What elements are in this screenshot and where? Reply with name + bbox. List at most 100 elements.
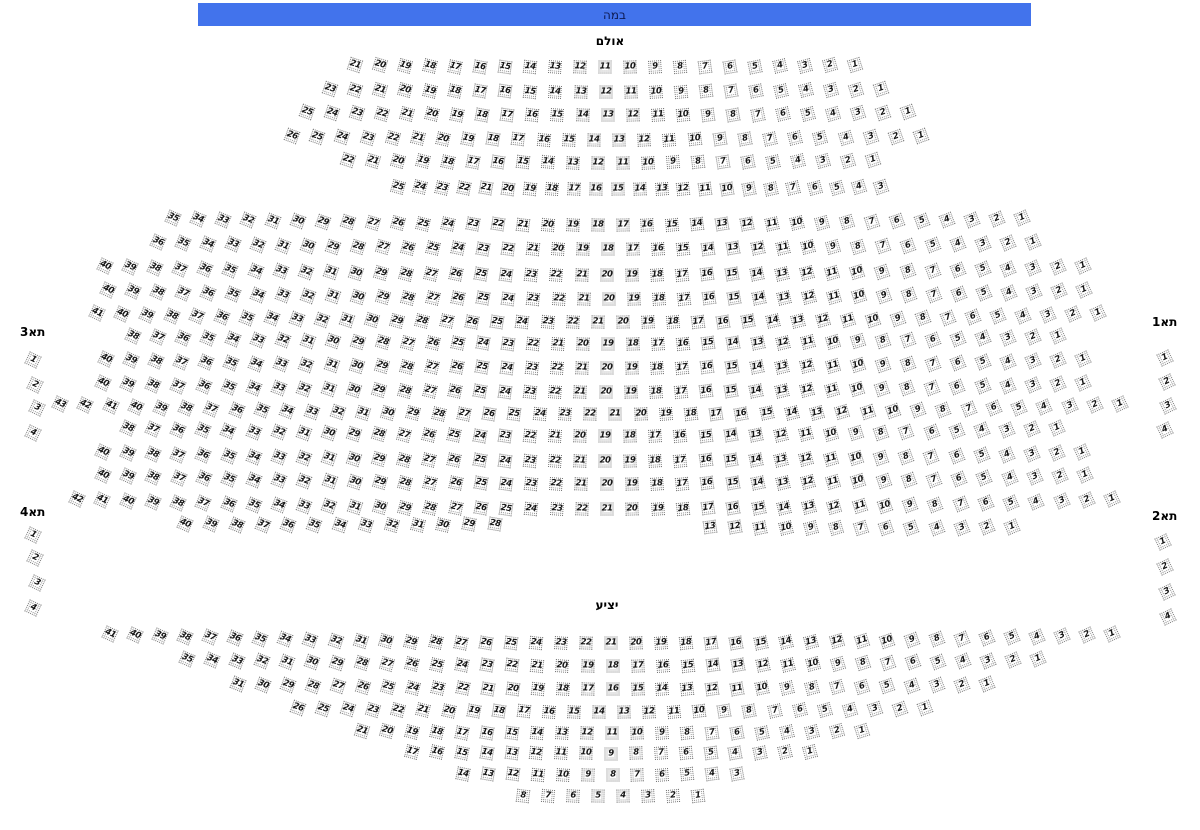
hall-seat[interactable]: 2 (999, 234, 1017, 252)
hall-seat[interactable]: 38 (144, 445, 162, 463)
balcony-seat[interactable]: 11 (667, 704, 682, 719)
balcony-seat[interactable]: 13 (803, 633, 820, 650)
hall-seat[interactable]: 16 (588, 182, 603, 196)
hall-seat[interactable]: 33 (270, 471, 288, 489)
hall-seat[interactable]: 2 (1049, 375, 1067, 393)
balcony-seat[interactable]: 30 (254, 676, 272, 694)
hall-seat[interactable]: 5 (975, 469, 993, 487)
hall-seat[interactable]: 36 (228, 401, 246, 419)
hall-seat[interactable]: 24 (498, 476, 514, 492)
balcony-seat[interactable]: 5 (591, 789, 605, 803)
hall-seat[interactable]: 38 (144, 468, 162, 486)
hall-seat[interactable]: 13 (612, 133, 626, 147)
balcony-seat[interactable]: 27 (379, 655, 396, 672)
hall-seat[interactable]: 7 (785, 180, 802, 197)
hall-seat[interactable]: 29 (345, 425, 363, 443)
hall-seat[interactable]: 4 (973, 421, 991, 439)
box-4-seat[interactable]: 3 (28, 574, 46, 592)
hall-seat[interactable]: 6 (950, 285, 968, 303)
hall-seat[interactable]: 18 (649, 476, 664, 491)
hall-seat[interactable]: 3 (1024, 352, 1042, 370)
balcony-seat[interactable]: 9 (580, 767, 595, 782)
balcony-seat[interactable]: 5 (679, 767, 695, 782)
hall-seat[interactable]: 8 (839, 214, 856, 231)
hall-seat[interactable]: 28 (397, 265, 414, 282)
hall-seat[interactable]: 11 (825, 473, 842, 490)
hall-seat[interactable]: 14 (748, 383, 764, 399)
hall-seat[interactable]: 30 (380, 404, 397, 421)
hall-seat[interactable]: 13 (600, 108, 615, 122)
hall-seat[interactable]: 40 (94, 374, 112, 392)
hall-seat[interactable]: 3 (1024, 259, 1042, 277)
hall-seat[interactable]: 15 (726, 290, 742, 306)
hall-seat[interactable]: 39 (121, 258, 139, 276)
hall-seat[interactable]: 11 (823, 381, 840, 398)
hall-seat[interactable]: 8 (900, 471, 918, 489)
hall-seat[interactable]: 7 (723, 83, 739, 99)
balcony-seat[interactable]: 17 (516, 704, 531, 719)
hall-seat[interactable]: 36 (169, 421, 187, 439)
balcony-seat[interactable]: 11 (554, 746, 569, 761)
hall-seat[interactable]: 4 (850, 179, 868, 196)
hall-seat[interactable]: 5 (974, 260, 992, 278)
hall-seat[interactable]: 34 (247, 355, 265, 373)
hall-seat[interactable]: 10 (641, 155, 655, 170)
balcony-seat[interactable]: 5 (816, 701, 833, 719)
hall-seat[interactable]: 35 (194, 421, 212, 439)
hall-seat[interactable]: 13 (566, 155, 580, 170)
hall-seat[interactable]: 21 (478, 180, 494, 196)
hall-seat[interactable]: 13 (750, 335, 766, 351)
hall-seat[interactable]: 20 (625, 502, 640, 516)
balcony-seat[interactable]: 11 (729, 681, 745, 697)
hall-seat[interactable]: 8 (897, 448, 915, 466)
hall-seat[interactable]: 4 (1000, 284, 1018, 301)
balcony-seat[interactable]: 28 (354, 655, 371, 672)
hall-seat[interactable]: 16 (699, 360, 715, 375)
hall-seat[interactable]: 3 (814, 152, 832, 169)
hall-seat[interactable]: 32 (249, 236, 267, 254)
hall-seat[interactable]: 28 (414, 313, 431, 330)
hall-seat[interactable]: 1 (1076, 466, 1094, 484)
hall-seat[interactable]: 3 (862, 128, 879, 146)
hall-seat[interactable]: 22 (490, 216, 506, 232)
hall-seat[interactable]: 30 (350, 288, 367, 305)
hall-seat[interactable]: 8 (899, 262, 916, 280)
balcony-seat[interactable]: 9 (655, 726, 669, 741)
hall-seat[interactable]: 22 (384, 129, 401, 147)
hall-seat[interactable]: 13 (774, 265, 790, 282)
hall-seat[interactable]: 4 (772, 58, 788, 75)
hall-seat[interactable]: 37 (174, 283, 192, 302)
hall-seat[interactable]: 21 (525, 241, 541, 257)
balcony-seat[interactable]: 25 (503, 635, 519, 651)
hall-seat[interactable]: 23 (321, 80, 339, 98)
hall-seat[interactable]: 14 (587, 133, 601, 147)
balcony-seat[interactable]: 17 (580, 682, 595, 696)
hall-seat[interactable]: 11 (662, 132, 677, 147)
balcony-seat[interactable]: 35 (251, 630, 269, 648)
hall-seat[interactable]: 37 (194, 494, 212, 512)
hall-seat[interactable]: 5 (924, 236, 942, 254)
hall-seat[interactable]: 14 (700, 241, 716, 256)
hall-seat[interactable]: 19 (640, 315, 655, 330)
balcony-seat[interactable]: 4 (903, 677, 921, 695)
hall-seat[interactable]: 38 (149, 283, 167, 301)
hall-seat[interactable]: 27 (425, 289, 442, 306)
hall-seat[interactable]: 12 (727, 519, 743, 535)
hall-seat[interactable]: 12 (814, 312, 831, 329)
hall-seat[interactable]: 36 (197, 353, 215, 371)
hall-seat[interactable]: 13 (789, 312, 806, 329)
hall-seat[interactable]: 3 (849, 104, 867, 122)
balcony-seat[interactable]: 27 (329, 678, 347, 695)
hall-seat[interactable]: 18 (650, 360, 665, 375)
hall-seat[interactable]: 14 (725, 335, 741, 351)
hall-seat[interactable]: 8 (827, 519, 844, 536)
hall-seat[interactable]: 18 (665, 315, 680, 330)
hall-seat[interactable]: 30 (320, 425, 338, 442)
hall-seat[interactable]: 28 (422, 500, 439, 516)
balcony-seat[interactable]: 2 (665, 789, 681, 804)
balcony-seat[interactable]: 5 (929, 653, 947, 671)
hall-seat[interactable]: 7 (715, 154, 731, 170)
hall-seat[interactable]: 1 (1048, 419, 1066, 437)
hall-seat[interactable]: 9 (875, 472, 892, 490)
hall-seat[interactable]: 20 (573, 429, 587, 443)
